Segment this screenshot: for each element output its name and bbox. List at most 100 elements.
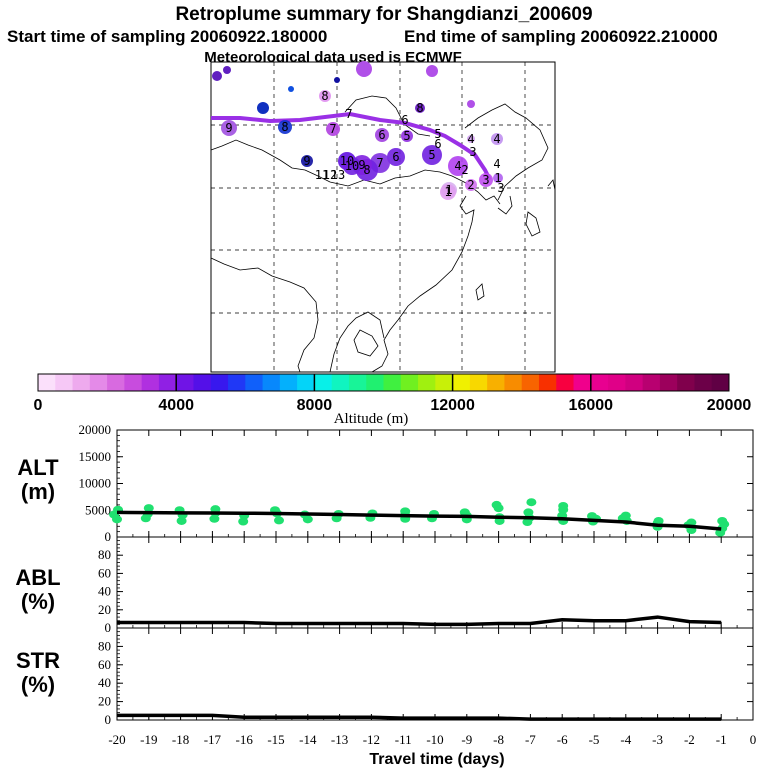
- altitude-point: [526, 498, 537, 507]
- x-tick-label: -3: [652, 732, 663, 747]
- plume-day-label: 8: [321, 89, 328, 103]
- plume-cluster-circles: [212, 61, 503, 200]
- colorbar-label: Altitude (m): [334, 411, 409, 427]
- panel-label: STR: [16, 648, 60, 673]
- x-tick-label: -20: [108, 732, 125, 747]
- altitude-point: [238, 517, 249, 526]
- plume-day-label: 10: [340, 154, 354, 168]
- plume-cluster-circle: [278, 120, 292, 134]
- start-time-label: Start time of sampling 20060922.180000: [7, 27, 327, 46]
- colorbar-swatch: [487, 374, 505, 391]
- time-series-panels: ALT(m)20000150001000050000ABL(%)80604020…: [15, 422, 756, 768]
- x-tick-label: -9: [461, 732, 472, 747]
- colorbar-swatch: [228, 374, 246, 391]
- panel-label: (%): [21, 589, 55, 614]
- colorbar-swatch: [38, 374, 56, 391]
- plume-cluster-circle: [467, 135, 475, 143]
- plume-day-label: 7: [329, 122, 336, 136]
- x-tick-label: -14: [299, 732, 317, 747]
- y-tick-label: 20000: [79, 422, 112, 437]
- plume-cluster-circle: [440, 184, 456, 200]
- colorbar-tick-label: 16000: [569, 397, 614, 414]
- end-time-label: End time of sampling 20060922.210000: [404, 27, 718, 46]
- colorbar-tick-label: 12000: [430, 397, 475, 414]
- plume-day-label: 6: [401, 113, 408, 127]
- y-tick-label: 80: [98, 638, 111, 653]
- altitude-point: [587, 512, 597, 521]
- plume-day-label: 2: [467, 178, 474, 192]
- plume-day-label: 8: [416, 101, 423, 115]
- colorbar-swatch: [590, 374, 609, 391]
- colorbar-swatch: [297, 374, 315, 391]
- plume-day-label: 5: [428, 148, 435, 162]
- x-tick-label: -6: [557, 732, 568, 747]
- map-grid: [211, 62, 555, 372]
- y-tick-label: 80: [98, 547, 111, 562]
- y-tick-label: 10000: [79, 476, 112, 491]
- y-tick-label: 40: [98, 675, 111, 690]
- colorbar-swatch: [694, 374, 713, 391]
- plume-day-label: 12: [323, 168, 337, 182]
- x-tick-label: -19: [140, 732, 157, 747]
- x-tick-label: -10: [426, 732, 443, 747]
- plume-cluster-circle: [493, 173, 503, 183]
- x-tick-label: -1: [716, 732, 727, 747]
- altitude-point: [209, 514, 220, 523]
- plume-day-label: 4: [493, 132, 500, 146]
- colorbar-swatch: [469, 374, 488, 391]
- x-axis-label: Travel time (days): [369, 751, 504, 768]
- mean-trajectory-line: [211, 111, 492, 181]
- altitude-point: [400, 507, 411, 516]
- x-tick-label: -2: [684, 732, 695, 747]
- x-tick-label: -18: [172, 732, 189, 747]
- colorbar-swatch: [504, 374, 523, 391]
- panel-label: ALT: [17, 455, 59, 480]
- colorbar-swatch: [279, 374, 298, 391]
- map-frame: [210, 61, 556, 373]
- colorbar-swatch: [262, 374, 281, 391]
- altitude-point: [143, 504, 154, 513]
- x-tick-label: -7: [525, 732, 536, 747]
- plume-day-label: 6: [434, 137, 441, 151]
- figure-title: Retroplume summary for Shangdianzi_20060…: [175, 4, 592, 25]
- colorbar-swatch: [193, 374, 212, 391]
- colorbar-swatch: [158, 374, 177, 391]
- plume-day-label: 4: [467, 132, 474, 146]
- colorbar-swatch: [538, 374, 557, 391]
- plume-cluster-circle: [387, 148, 405, 166]
- plume-day-label: 5: [403, 129, 410, 143]
- plume-day-label: 9: [225, 121, 232, 135]
- y-tick-label: 60: [98, 565, 111, 580]
- x-tick-label: -13: [331, 732, 348, 747]
- colorbar-swatch: [677, 374, 695, 391]
- plume-day-label: 7: [345, 107, 352, 121]
- colorbar-tick-label: 20000: [707, 397, 752, 414]
- y-tick-label: 0: [105, 712, 112, 727]
- y-tick-label: 60: [98, 657, 111, 672]
- plume-cluster-circle: [301, 155, 313, 167]
- x-tick-label: -15: [267, 732, 284, 747]
- plume-cluster-circle: [223, 66, 231, 74]
- plume-day-label: 3: [497, 181, 504, 195]
- colorbar-swatch: [400, 374, 419, 391]
- plume-day-label: 3: [482, 173, 489, 187]
- altitude-point: [653, 516, 664, 525]
- plume-day-label: 5: [434, 127, 441, 141]
- plume-cluster-circle: [343, 157, 361, 175]
- plume-cluster-circle: [288, 86, 294, 92]
- altitude-point: [717, 516, 728, 525]
- x-tick-label: -4: [620, 732, 631, 747]
- panel-label: (%): [21, 672, 55, 697]
- panel-frame: [116, 627, 754, 721]
- plume-day-label: 1: [445, 183, 452, 197]
- colorbar-swatch: [245, 374, 264, 391]
- plume-day-label: 8: [363, 163, 370, 177]
- plume-cluster-circle: [257, 102, 269, 114]
- colorbar-swatch: [418, 374, 436, 391]
- colorbar-swatch: [141, 374, 160, 391]
- altitude-point: [523, 508, 534, 517]
- x-tick-label: -5: [589, 732, 600, 747]
- plume-day-label: 9: [358, 158, 365, 172]
